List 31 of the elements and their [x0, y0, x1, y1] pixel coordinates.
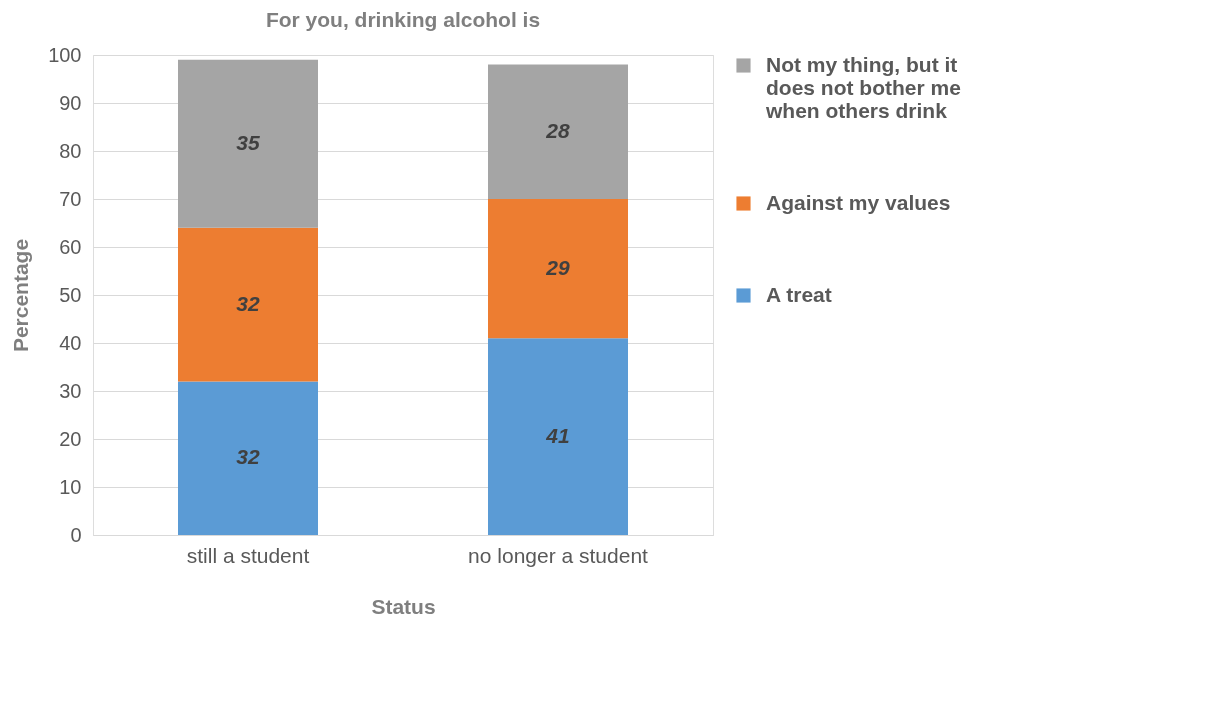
legend-label: Not my thing, but it does not bother me when others drink	[765, 52, 961, 122]
y-tick-label: 40	[59, 331, 82, 354]
y-tick-label: 100	[48, 43, 82, 66]
legend-label: Against my values	[766, 190, 951, 214]
y-tick-label: 10	[59, 475, 82, 498]
legend-label: A treat	[766, 282, 832, 306]
y-tick-label: 90	[59, 91, 82, 114]
y-tick-label: 30	[59, 379, 82, 402]
y-tick-label: 60	[59, 235, 82, 258]
bar	[178, 59, 318, 228]
bar	[178, 381, 318, 535]
y-axis-title: Percentage	[9, 238, 33, 353]
bar	[488, 64, 628, 199]
y-tick-label: 0	[70, 523, 82, 546]
data-label: 32	[236, 445, 260, 469]
data-label: 29	[545, 255, 570, 279]
data-label: 35	[236, 130, 260, 154]
y-tick-label: 20	[59, 427, 82, 450]
data-label: 28	[545, 118, 570, 142]
bar	[178, 227, 318, 382]
chart-title: For you, drinking alcohol is	[265, 8, 541, 31]
x-axis-title: Status	[371, 594, 436, 618]
x-tick-label: still a student	[186, 543, 310, 567]
y-tick-label: 70	[59, 187, 82, 210]
y-tick-label: 50	[59, 283, 82, 306]
data-label: 32	[236, 291, 260, 315]
x-tick-label: no longer a student	[468, 543, 649, 567]
bar	[488, 199, 628, 339]
y-tick-label: 80	[59, 139, 82, 162]
bar	[488, 338, 628, 535]
data-label: 41	[545, 423, 570, 447]
